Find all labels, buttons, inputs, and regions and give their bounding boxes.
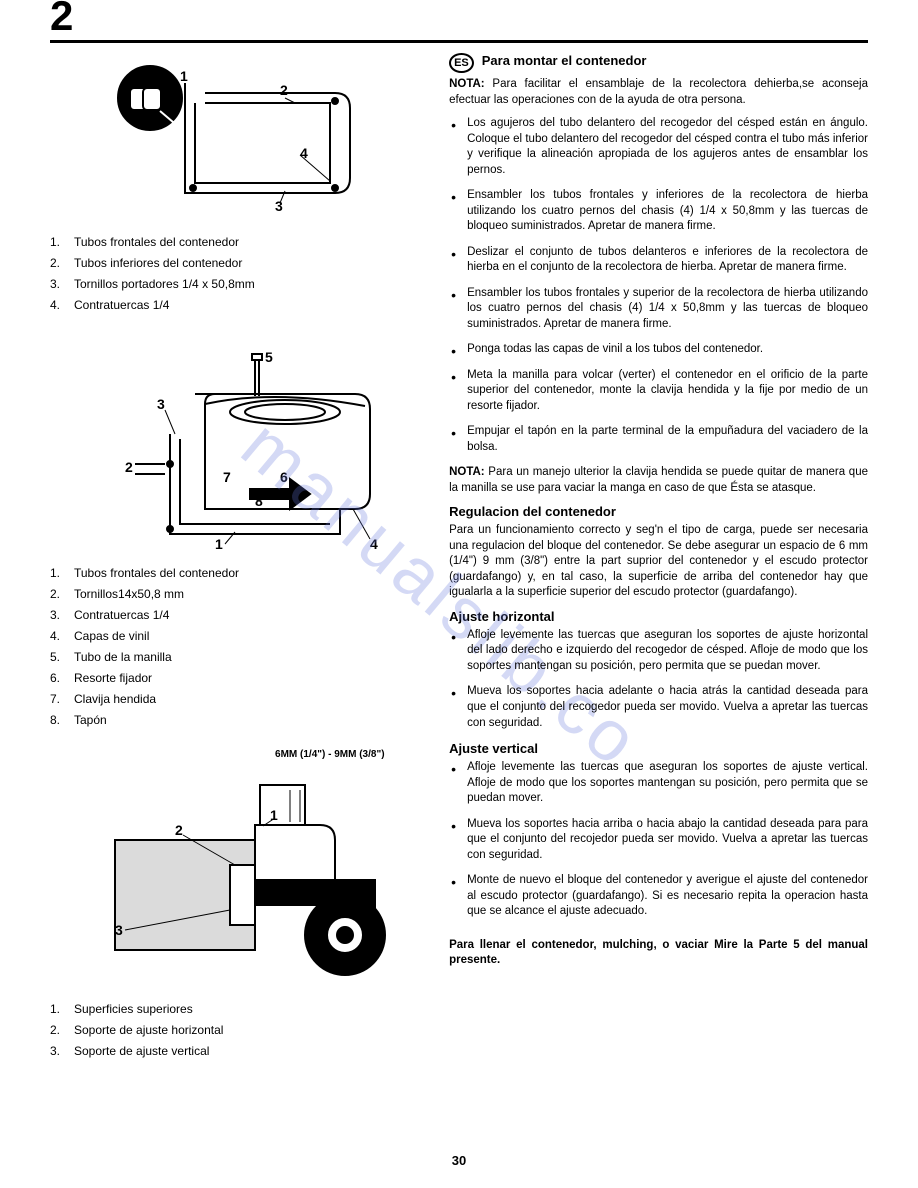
bullet-item: Mueva los soportes hacia adelante o haci… bbox=[449, 684, 868, 731]
bullet-item: Afloje levemente las tuercas que asegura… bbox=[449, 760, 868, 807]
page-number: 30 bbox=[452, 1153, 466, 1168]
right-column: ES Para montar el contenedor NOTA: Para … bbox=[449, 53, 868, 1080]
bullet-item: Mueva los soportes hacia arriba o hacia … bbox=[449, 817, 868, 864]
svg-text:1: 1 bbox=[215, 536, 223, 552]
fig2-label-7: Clavija hendida bbox=[74, 690, 156, 708]
figure-3-dimension: 6MM (1/4") - 9MM (3/8") bbox=[85, 749, 385, 760]
left-column: 1 2 3 4 1.Tubos frontales del contenedor… bbox=[50, 53, 419, 1080]
svg-text:2: 2 bbox=[280, 82, 288, 98]
nota-1: NOTA: Para facilitar el ensamblaje de la… bbox=[449, 77, 868, 108]
nota-2: NOTA: Para un manejo ulterior la clavija… bbox=[449, 465, 868, 496]
fig2-label-1: Tubos frontales del contenedor bbox=[74, 564, 239, 582]
heading-vertical: Ajuste vertical bbox=[449, 741, 868, 756]
svg-text:4: 4 bbox=[370, 536, 378, 552]
bullet-item: Monte de nuevo el bloque del contenedor … bbox=[449, 873, 868, 920]
bullet-item: Ensambler los tubos frontales y superior… bbox=[449, 286, 868, 333]
fig1-label-2: Tubos inferiores del contenedor bbox=[74, 254, 242, 272]
svg-text:8: 8 bbox=[255, 493, 263, 509]
svg-text:1: 1 bbox=[180, 68, 188, 84]
fig2-label-3: Contratuercas 1/4 bbox=[74, 606, 169, 624]
figure-3-tractor: 1 2 3 bbox=[75, 770, 395, 990]
svg-text:3: 3 bbox=[157, 396, 165, 412]
svg-text:3: 3 bbox=[275, 198, 283, 214]
bullet-item: Afloje levemente las tuercas que asegura… bbox=[449, 628, 868, 675]
fig1-label-1: Tubos frontales del contenedor bbox=[74, 233, 239, 251]
bullet-item: Meta la manilla para volcar (verter) el … bbox=[449, 368, 868, 415]
bullet-item: Los agujeros del tubo delantero del reco… bbox=[449, 116, 868, 178]
header-rule: 2 bbox=[50, 40, 868, 43]
svg-text:6: 6 bbox=[280, 469, 288, 485]
bullets-horizontal: Afloje levemente las tuercas que asegura… bbox=[449, 628, 868, 731]
bullets-vertical: Afloje levemente las tuercas que asegura… bbox=[449, 760, 868, 920]
fig3-label-2: Soporte de ajuste horizontal bbox=[74, 1021, 223, 1039]
figure-1-labels: 1.Tubos frontales del contenedor 2.Tubos… bbox=[50, 233, 419, 314]
bullet-item: Ponga todas las capas de vinil a los tub… bbox=[449, 342, 868, 358]
svg-text:2: 2 bbox=[125, 459, 133, 475]
language-badge-es: ES bbox=[449, 53, 474, 73]
svg-text:3: 3 bbox=[115, 922, 123, 938]
svg-text:5: 5 bbox=[265, 349, 273, 365]
fig1-label-3: Tornillos portadores 1/4 x 50,8mm bbox=[74, 275, 255, 293]
figure-1-frame: 1 2 3 4 bbox=[85, 63, 385, 223]
figure-2-labels: 1.Tubos frontales del contenedor 2.Torni… bbox=[50, 564, 419, 729]
fig2-label-5: Tubo de la manilla bbox=[74, 648, 172, 666]
fig1-label-4: Contratuercas 1/4 bbox=[74, 296, 169, 314]
bullet-item: Empujar el tapón en la parte terminal de… bbox=[449, 424, 868, 455]
fig2-label-8: Tapón bbox=[74, 711, 107, 729]
section-number: 2 bbox=[50, 0, 73, 40]
heading-regulation: Regulacion del contenedor bbox=[449, 504, 868, 519]
svg-text:7: 7 bbox=[223, 469, 231, 485]
fig3-label-3: Soporte de ajuste vertical bbox=[74, 1042, 209, 1060]
heading-mount: Para montar el contenedor bbox=[482, 53, 647, 68]
footer-note: Para llenar el contenedor, mulching, o v… bbox=[449, 938, 868, 969]
svg-text:2: 2 bbox=[175, 822, 183, 838]
figure-2-container: 5 3 2 7 6 8 1 4 bbox=[75, 334, 395, 554]
bullet-item: Ensambler los tubos frontales y inferior… bbox=[449, 188, 868, 235]
figure-3-labels: 1.Superficies superiores 2.Soporte de aj… bbox=[50, 1000, 419, 1060]
bullets-mount: Los agujeros del tubo delantero del reco… bbox=[449, 116, 868, 455]
paragraph-regulation: Para un funcionamiento correcto y seg'n … bbox=[449, 523, 868, 601]
fig2-label-4: Capas de vinil bbox=[74, 627, 149, 645]
fig2-label-2: Tornillos14x50,8 mm bbox=[74, 585, 184, 603]
fig3-label-1: Superficies superiores bbox=[74, 1000, 193, 1018]
fig2-label-6: Resorte fijador bbox=[74, 669, 152, 687]
bullet-item: Deslizar el conjunto de tubos delanteros… bbox=[449, 245, 868, 276]
heading-horizontal: Ajuste horizontal bbox=[449, 609, 868, 624]
